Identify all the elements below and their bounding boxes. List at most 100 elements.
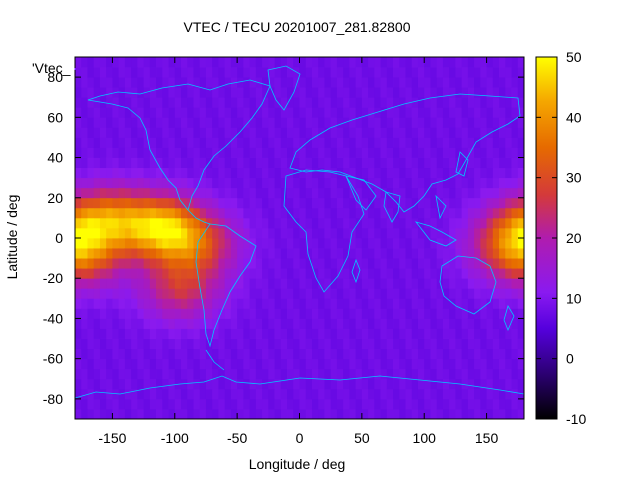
heatmap-cell [474,308,481,319]
heatmap-cell [511,308,519,319]
heatmap-cell [131,288,138,299]
heatmap-cell [293,258,300,269]
heatmap-cell [461,378,469,390]
heatmap-cell [212,67,219,78]
heatmap-cell [137,308,144,319]
heatmap-cell [243,177,251,189]
heatmap-cell [187,358,194,370]
heatmap-cell [199,248,207,259]
heatmap-cell [318,388,325,400]
heatmap-cell [442,227,450,239]
heatmap-cell [218,117,226,128]
heatmap-cell [442,67,450,78]
heatmap-cell [75,97,82,108]
heatmap-cell [174,167,182,179]
heatmap-cell [374,117,381,128]
heatmap-cell [299,187,307,199]
heatmap-cell [318,238,325,249]
heatmap-cell [255,278,263,289]
heatmap-cell [517,167,524,179]
heatmap-cell [430,187,438,199]
heatmap-cell [361,97,369,108]
heatmap-cell [505,207,512,219]
heatmap-cell [417,67,425,78]
heatmap-cell [287,97,294,108]
heatmap-cell [87,147,95,158]
heatmap-cell [299,207,307,219]
heatmap-cell [330,388,338,400]
heatmap-cell [417,107,425,118]
heatmap-cell [243,217,251,229]
heatmap-cell [218,288,226,299]
heatmap-cell [436,328,444,339]
heatmap-cell [162,77,169,88]
heatmap-cell [305,348,313,360]
heatmap-cell [268,217,275,229]
heatmap-cell [405,398,413,410]
heatmap-cell [143,278,151,289]
heatmap-cell [455,288,463,299]
heatmap-cell [349,127,357,138]
heatmap-cell [492,398,500,410]
heatmap-cell [99,328,107,339]
colorbar-tick-label: 0 [566,351,574,367]
heatmap-cell [205,87,213,98]
heatmap-cell [280,137,288,148]
heatmap-cell [262,57,269,68]
heatmap-cell [131,318,138,329]
heatmap-cell [174,308,182,319]
heatmap-cell [168,97,176,108]
heatmap-cell [230,328,238,339]
heatmap-cell [318,368,325,380]
heatmap-cell [461,248,469,259]
heatmap-cell [268,328,275,339]
heatmap-cell [336,368,344,380]
heatmap-cell [343,338,350,350]
heatmap-cell [411,318,419,329]
heatmap-cell [118,278,126,289]
heatmap-cell [224,308,232,319]
heatmap-cell [212,77,219,88]
heatmap-cell [486,177,494,189]
heatmap-cell [368,278,375,289]
heatmap-cell [230,308,238,319]
heatmap-cell [87,117,95,128]
heatmap-cell [106,107,113,118]
heatmap-cell [243,87,251,98]
heatmap-cell [255,207,263,219]
heatmap-cell [205,248,213,259]
heatmap-cell [380,398,388,410]
heatmap-cell [249,227,257,239]
heatmap-cell [75,217,82,229]
heatmap-cell [93,338,101,350]
heatmap-cell [181,207,188,219]
heatmap-cell [106,217,113,229]
heatmap-cell [399,298,406,309]
heatmap-cell [299,348,307,360]
heatmap-cell [255,398,263,410]
heatmap-cell [156,117,163,128]
heatmap-cell [255,87,263,98]
heatmap-cell [436,238,444,249]
heatmap-cell [411,298,419,309]
heatmap-cell [287,147,294,158]
heatmap-cell [262,298,269,309]
heatmap-cell [181,368,188,380]
heatmap-cell [305,258,313,269]
heatmap-cell [492,248,500,259]
heatmap-cell [355,217,363,229]
heatmap-cell [399,207,406,219]
heatmap-cell [249,398,257,410]
heatmap-cell [262,358,269,370]
heatmap-cell [368,378,375,390]
heatmap-cell [474,97,481,108]
heatmap-cell [106,408,113,419]
heatmap-cell [330,298,338,309]
heatmap-cell [417,117,425,128]
heatmap-cell [230,197,238,209]
heatmap-cell [480,137,487,148]
heatmap-cell [137,368,144,380]
heatmap-cell [442,278,450,289]
heatmap-cell [355,308,363,319]
heatmap-cell [237,268,244,279]
